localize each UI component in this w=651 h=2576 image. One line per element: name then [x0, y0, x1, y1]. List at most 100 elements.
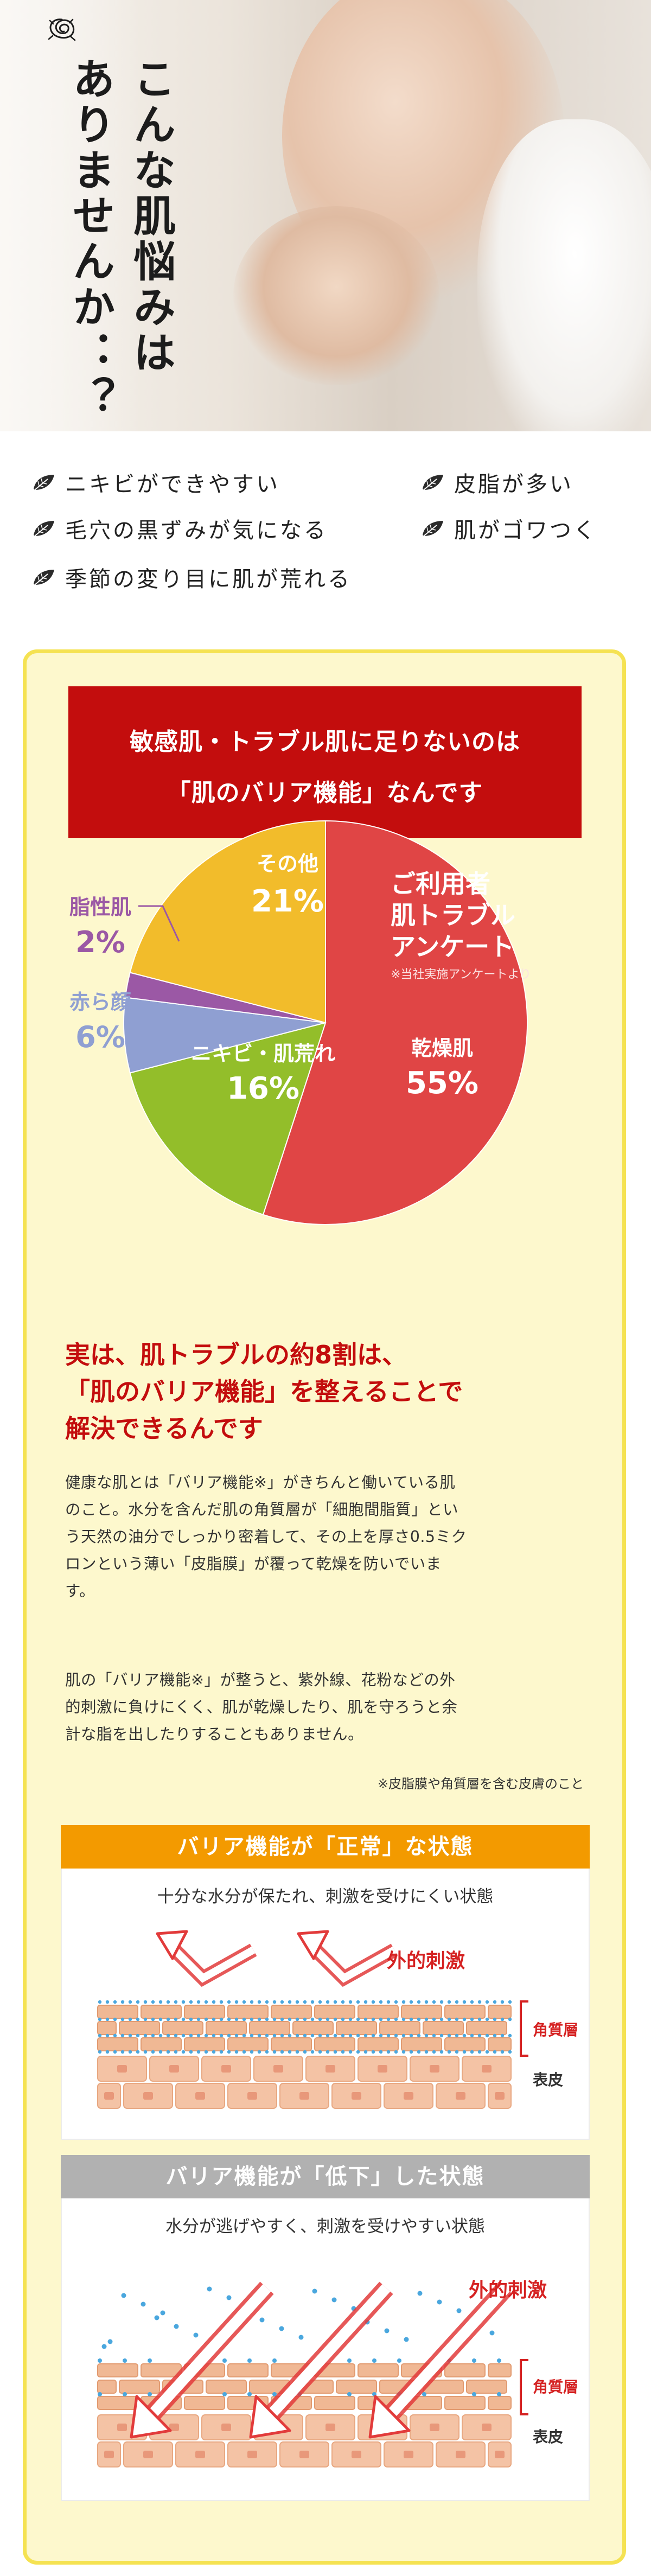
moisture-dot: [280, 2017, 284, 2022]
moisture-dot: [234, 2050, 239, 2054]
moisture-dot: [462, 2033, 467, 2038]
corneum-cell: [466, 2380, 507, 2394]
moisture-dot: [363, 2033, 368, 2038]
moisture-dot: [288, 2033, 292, 2038]
moisture-dot: [123, 2358, 127, 2363]
corneum-cell: [444, 2363, 486, 2377]
moisture-dot: [181, 2017, 186, 2022]
moisture-dot: [265, 2000, 269, 2004]
moisture-dot: [212, 2033, 216, 2038]
moisture-dot: [242, 2050, 246, 2054]
moisture-dot: [500, 2017, 505, 2022]
moisture-dot: [455, 2017, 459, 2022]
moisture-dot: [348, 2050, 353, 2054]
moisture-dot: [98, 2017, 102, 2022]
moisture-dot: [219, 2050, 224, 2054]
moisture-dot: [477, 2017, 482, 2022]
moisture-dot: [257, 2050, 261, 2054]
corneum-cell: [162, 2021, 203, 2035]
corneum-cell: [141, 2005, 182, 2019]
cell-nucleus: [495, 2451, 505, 2458]
moisture-dot: [432, 2017, 436, 2022]
corneum-cell: [119, 2380, 160, 2394]
moisture-dot: [98, 2392, 102, 2396]
moisture-dot: [107, 2339, 113, 2344]
moisture-dot: [386, 2017, 391, 2022]
moisture-dot: [439, 2033, 444, 2038]
cell-nucleus: [299, 2092, 309, 2100]
corneum-cell: [249, 2021, 290, 2035]
concern-text: 毛穴の黒ずみが気になる: [65, 518, 328, 543]
corneum-cell: [423, 2021, 464, 2035]
cell-nucleus: [482, 2065, 492, 2073]
corneum-cell: [97, 2005, 138, 2019]
moisture-dot: [234, 2033, 239, 2038]
moisture-dot: [333, 2017, 337, 2022]
moisture-dot: [234, 2017, 239, 2022]
penetrate-arrow-icon: [130, 2281, 274, 2439]
moisture-dot: [424, 2000, 429, 2004]
moisture-dot: [166, 2050, 170, 2054]
moisture-dot: [98, 2358, 102, 2363]
moisture-dot: [493, 2000, 497, 2004]
deflect-arrow-icon: [156, 1930, 257, 1987]
moisture-dot: [120, 2033, 125, 2038]
moisture-dot: [508, 2033, 512, 2038]
moisture-dot: [371, 2017, 375, 2022]
moisture-dot: [432, 2050, 436, 2054]
moisture-dot: [174, 2033, 178, 2038]
moisture-dot: [348, 2000, 353, 2004]
corneum-cell: [227, 2005, 269, 2019]
moisture-dot: [174, 2000, 178, 2004]
moisture-dot: [136, 2000, 140, 2004]
moisture-dot: [331, 2297, 337, 2303]
cell-nucleus: [273, 2065, 283, 2073]
moisture-dot: [227, 2033, 231, 2038]
moisture-dot: [485, 2050, 489, 2054]
moisture-dot: [356, 2033, 360, 2038]
moisture-dot: [257, 2033, 261, 2038]
moisture-dot: [439, 2000, 444, 2004]
moisture-dot: [265, 2050, 269, 2054]
moisture-dot: [489, 2330, 495, 2336]
corneum-cell: [488, 2396, 512, 2410]
moisture-dot: [295, 2000, 299, 2004]
moisture-dot: [189, 2017, 193, 2022]
paragraph-line: のこと。水分を含んだ肌の角質層が「細胞間脂質」とい: [65, 1501, 459, 1519]
moisture-dot: [143, 2033, 148, 2038]
moisture-dot: [181, 2033, 186, 2038]
moisture-dot: [204, 2000, 208, 2004]
corneum-cell: [119, 2021, 160, 2035]
cell-nucleus: [143, 2092, 153, 2100]
moisture-dot: [212, 2017, 216, 2022]
moisture-dot: [409, 2033, 413, 2038]
main-claim: 実は、肌トラブルの約8割は、 「肌のバリア機能」を整えることで 解決できるんです: [65, 1336, 553, 1447]
headline-box: 敏感肌・トラブル肌に足りないのは 「肌のバリア機能」なんです: [68, 686, 582, 838]
moisture-dot: [462, 2000, 467, 2004]
moisture-dot: [417, 2000, 421, 2004]
moisture-dot: [212, 2050, 216, 2054]
barrier-low-subtitle: 水分が逃げやすく、刺激を受けやすい状態: [165, 2217, 485, 2236]
moisture-dot: [193, 2332, 199, 2338]
moisture-dot: [485, 2000, 489, 2004]
cell-nucleus: [326, 2424, 335, 2431]
moisture-dot: [497, 2358, 501, 2363]
moisture-dot: [493, 2050, 497, 2054]
moisture-dot: [379, 2033, 383, 2038]
moisture-dot: [409, 2017, 413, 2022]
headline-box-line: 敏感肌・トラブル肌に足りないのは: [130, 728, 520, 756]
moisture-dot: [455, 2050, 459, 2054]
moisture-dot: [158, 2017, 163, 2022]
moisture-dot: [128, 2000, 132, 2004]
corneum-cell: [379, 2021, 420, 2035]
moisture-dot: [493, 2033, 497, 2038]
moisture-dot: [113, 2050, 117, 2054]
moisture-dot: [394, 2017, 398, 2022]
moisture-dot: [247, 2358, 252, 2363]
corneum-cell: [488, 2037, 512, 2051]
moisture-dot: [141, 2301, 146, 2307]
moisture-dot: [508, 2050, 512, 2054]
corneum-cell: [358, 2363, 399, 2377]
cell-nucleus: [456, 2451, 465, 2458]
corneum-cell: [206, 2380, 247, 2394]
